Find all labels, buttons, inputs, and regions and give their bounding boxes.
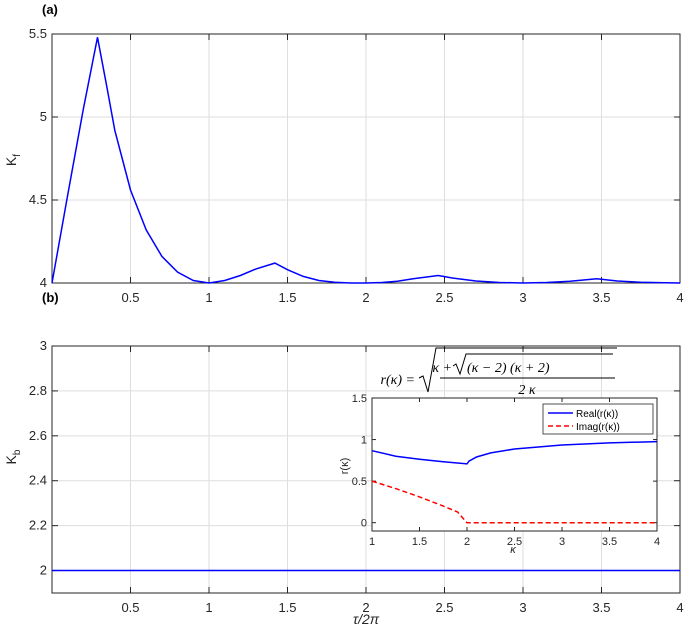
- panel-b-xtick-label: 2: [362, 600, 369, 615]
- panel-a-xtick-label: 3: [519, 290, 526, 305]
- legend-label-real: Real(r(κ)): [576, 409, 618, 420]
- inset-plot: 1 1.5 2 2.5 3 3.5 4 0 0.5 1 1.5: [352, 393, 660, 548]
- inset-ytick-label: 0.5: [352, 476, 367, 488]
- inset-ytick-label: 1.5: [352, 393, 367, 405]
- panel-b-ytick-label: 3: [40, 338, 47, 353]
- panel-a-xtick-label: 1: [205, 290, 212, 305]
- panel-a-ylabel: Kf: [3, 154, 23, 166]
- panel-b-xtick-label: 2.5: [435, 600, 453, 615]
- inset-xtick-label: 2.5: [507, 536, 522, 548]
- panel-a-ylabel-main: K: [3, 156, 19, 166]
- formula-num-b: (κ − 2) (κ + 2): [467, 361, 550, 376]
- inset-xtick-label: 1: [369, 536, 375, 548]
- legend-label-imag: Imag(r(κ)): [576, 422, 620, 433]
- panel-b-xtick-label: 3: [519, 600, 526, 615]
- formula-outer-radical: [418, 347, 617, 393]
- panel-b-ylabel-main: K: [3, 454, 19, 464]
- inset-xtick-label: 3: [559, 536, 565, 548]
- panel-a-xtick-label: 4: [676, 290, 683, 305]
- panel-a-xtick-label: 2: [362, 290, 369, 305]
- panel-b-xtick-label: 1.5: [278, 600, 296, 615]
- panel-a-ytick-label: 5.5: [29, 26, 47, 41]
- panel-a-label: (a): [42, 2, 58, 17]
- formula-inner-radical: [452, 353, 613, 376]
- inset-formula: r(κ) = κ + (κ − 2) (κ + 2) 2 κ: [381, 347, 617, 398]
- panel-b-ytick-label: 2.4: [29, 473, 47, 488]
- panel-b-ylabel: Kb: [3, 449, 23, 464]
- panel-b-ytick-label: 2.6: [29, 428, 47, 443]
- panel-b-xtick-label: 1: [205, 600, 212, 615]
- inset-xtick-label: 4: [654, 536, 660, 548]
- panel-a-xtick-label: 2.5: [435, 290, 453, 305]
- panel-b-label: (b): [42, 290, 59, 305]
- panel-b-ytick-label: 2.8: [29, 383, 47, 398]
- panel-a-ytick-label: 4: [40, 275, 47, 290]
- inset-xtick-label: 1.5: [412, 536, 427, 548]
- panel-b-ylabel-sub: b: [12, 449, 23, 455]
- formula-lhs: r(κ) =: [381, 373, 415, 388]
- panel-a-series-line-0: [51, 37, 681, 284]
- formula-num-a: κ +: [432, 361, 452, 376]
- inset-xlabel: κ: [510, 544, 516, 556]
- inset-series-line-0: [371, 440, 658, 465]
- inset-xtick-label: 2: [464, 536, 470, 548]
- formula-den: 2 κ: [518, 383, 536, 398]
- panel-b-xtick-label: 4: [676, 600, 683, 615]
- panel-a-xtick-label: 3.5: [592, 290, 610, 305]
- inset-ytick-label: 1: [361, 435, 367, 447]
- inset-ylabel: r(κ): [339, 458, 351, 475]
- panel-a-xtick-label: 0.5: [121, 290, 139, 305]
- inset-series-line-1: [371, 480, 657, 524]
- panel-a-ylabel-sub: f: [12, 154, 23, 157]
- panel-b-xtick-label: 0.5: [121, 600, 139, 615]
- legend-box: [542, 403, 654, 435]
- inset-legend: Real(r(κ)) Imag(r(κ)): [542, 403, 654, 435]
- panel-a-xtick-label: 1.5: [278, 290, 296, 305]
- panel-a-ytick-label: 5: [40, 109, 47, 124]
- panel-a-ytick-label: 4.5: [29, 192, 47, 207]
- panel-b-ytick-label: 2: [40, 563, 47, 578]
- inset-xtick-label: 3.5: [602, 536, 617, 548]
- inset-ytick-label: 0: [361, 518, 367, 530]
- panel-a-plot: 0.5 1 1.5 2 2.5 3 3.5 4 4 4.5 5 5.5: [29, 26, 684, 305]
- panel-b-xlabel: τ/2π: [353, 611, 380, 627]
- panel-b-ytick-label: 2.2: [29, 518, 47, 533]
- panel-b-xtick-label: 3.5: [592, 600, 610, 615]
